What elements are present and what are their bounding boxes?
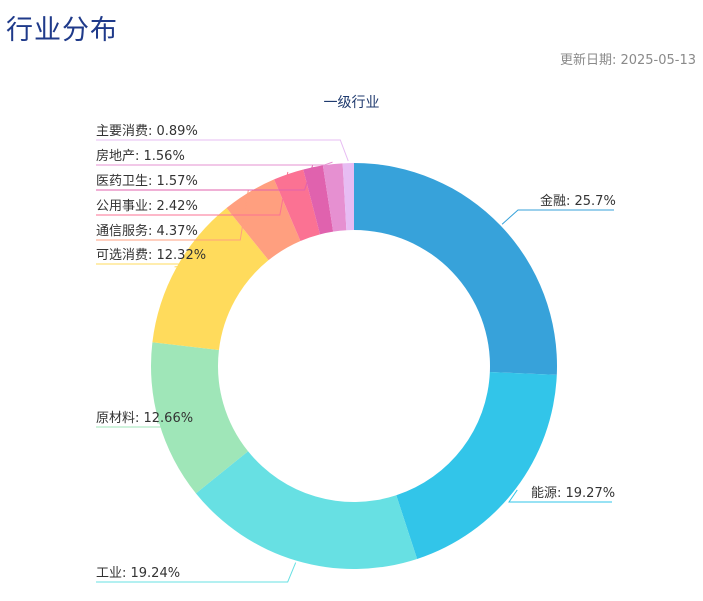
slice-label: 金融: 25.7%: [540, 193, 616, 209]
donut-slice[interactable]: [195, 451, 418, 569]
donut-slice[interactable]: [274, 169, 321, 241]
donut-slice[interactable]: [354, 163, 558, 375]
donut-slice[interactable]: [396, 371, 557, 559]
slice-label: 医药卫生: 1.57%: [96, 174, 198, 189]
leader-line: [96, 139, 349, 162]
slice-label: 能源: 19.27%: [531, 486, 615, 501]
leader-line: [508, 489, 612, 503]
slice-label: 原材料: 12.66%: [96, 411, 193, 426]
slice-label: 通信服务: 4.37%: [96, 223, 198, 239]
slice-label: 工业: 19.24%: [96, 566, 180, 581]
donut-slice[interactable]: [226, 179, 301, 261]
leader-line: [96, 190, 249, 241]
slice-label: 主要消费: 0.89%: [96, 124, 198, 139]
update-date: 更新日期: 2025-05-13: [559, 53, 696, 68]
leader-line: [96, 165, 314, 191]
leader-line: [96, 161, 333, 166]
donut-slice[interactable]: [152, 208, 269, 351]
chart-title: 一级行业: [323, 95, 380, 111]
donut-slice[interactable]: [322, 163, 347, 232]
leader-line: [96, 562, 297, 583]
leader-line: [96, 171, 289, 216]
slice-labels: 金融: 25.7% 能源: 19.27% 工业: 19.24% 原材料: 12.66%…: [96, 124, 616, 583]
donut-slices: [151, 163, 558, 569]
donut-slice[interactable]: [303, 165, 334, 235]
page-title: 行业分布: [6, 15, 118, 46]
slice-label: 房地产: 1.56%: [96, 148, 185, 164]
slice-label: 可选消费: 12.32%: [96, 248, 206, 263]
donut-slice[interactable]: [151, 342, 249, 494]
leader-line: [96, 422, 202, 428]
donut-slice[interactable]: [342, 163, 354, 231]
leader-line: [501, 209, 614, 225]
leader-line: [96, 263, 212, 268]
slice-label: 公用事业: 2.42%: [96, 199, 198, 214]
